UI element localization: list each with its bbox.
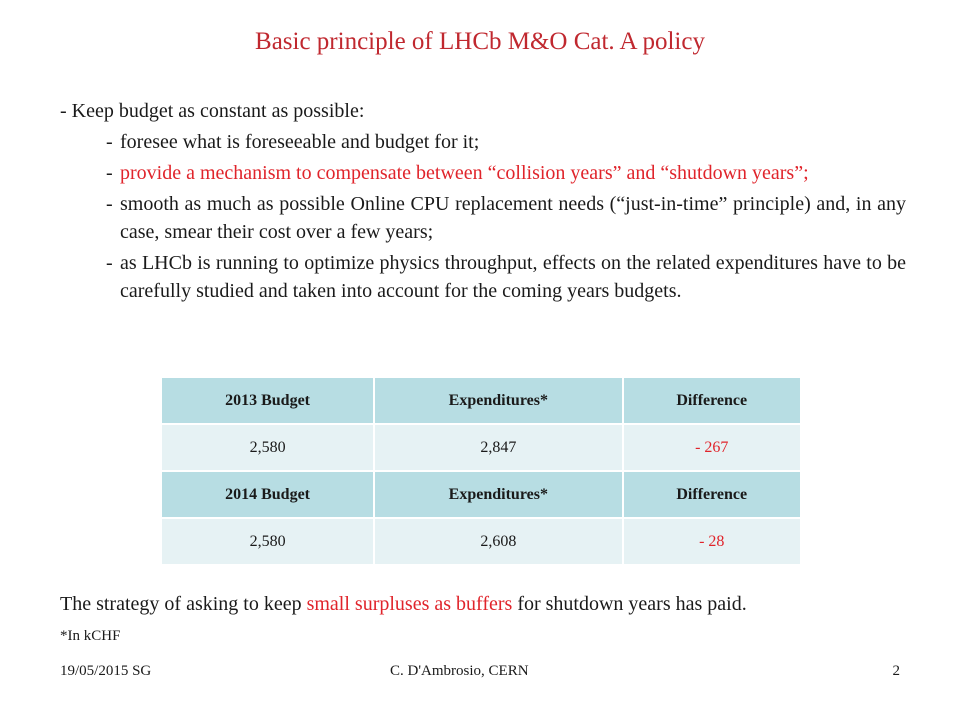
table-row: 2013 Budget Expenditures* Difference	[159, 376, 802, 425]
footer-author: C. D'Ambrosio, CERN	[390, 663, 529, 679]
bullet-physics: - as LHCb is running to optimize physics…	[106, 249, 906, 305]
bullet-text: as LHCb is running to optimize physics t…	[120, 252, 906, 302]
footnote: *In kCHF	[60, 628, 121, 644]
table-cell: Expenditures*	[373, 376, 624, 425]
bullet-smooth: - smooth as much as possible Online CPU …	[106, 190, 906, 246]
table-cell: 2014 Budget	[159, 470, 376, 519]
table-cell: - 28	[621, 517, 802, 566]
bullet-text: provide a mechanism to compensate betwee…	[120, 162, 809, 184]
footer-page-number: 2	[892, 663, 901, 679]
table-row: 2,580 2,847 - 267	[159, 423, 802, 472]
budget-table: 2013 Budget Expenditures* Difference 2,5…	[159, 376, 802, 566]
bullet-dash: -	[106, 193, 113, 215]
strategy-highlight: small surpluses as buffers	[306, 593, 513, 615]
table-cell: 2,580	[159, 423, 376, 472]
slide-title: Basic principle of LHCb M&O Cat. A polic…	[255, 28, 705, 55]
bullet-list: - Keep budget as constant as possible: -…	[60, 97, 906, 308]
table-row: 2014 Budget Expenditures* Difference	[159, 470, 802, 519]
bullet-dash: -	[106, 131, 113, 153]
bullet-main: - Keep budget as constant as possible:	[60, 100, 365, 122]
table-cell: Expenditures*	[373, 470, 624, 519]
bullet-text: smooth as much as possible Online CPU re…	[120, 193, 906, 243]
strategy-text: The strategy of asking to keep	[60, 593, 307, 615]
bullet-dash: -	[106, 252, 113, 274]
footer-date: 19/05/2015 SG	[60, 663, 152, 679]
table-row: 2,580 2,608 - 28	[159, 517, 802, 566]
table-cell: 2,580	[159, 517, 376, 566]
strategy-text: for shutdown years has paid.	[512, 593, 747, 615]
strategy-statement: The strategy of asking to keep small sur…	[60, 593, 940, 616]
bullet-dash: -	[106, 162, 113, 184]
table-cell: 2,847	[373, 423, 624, 472]
table-cell: Difference	[621, 376, 802, 425]
bullet-mechanism: - provide a mechanism to compensate betw…	[106, 159, 906, 187]
bullet-foresee: - foresee what is foreseeable and budget…	[106, 128, 906, 156]
table-cell: Difference	[621, 470, 802, 519]
table-cell: 2013 Budget	[159, 376, 376, 425]
table-cell: 2,608	[373, 517, 624, 566]
bullet-text: foresee what is foreseeable and budget f…	[120, 131, 480, 153]
table-cell: - 267	[621, 423, 802, 472]
